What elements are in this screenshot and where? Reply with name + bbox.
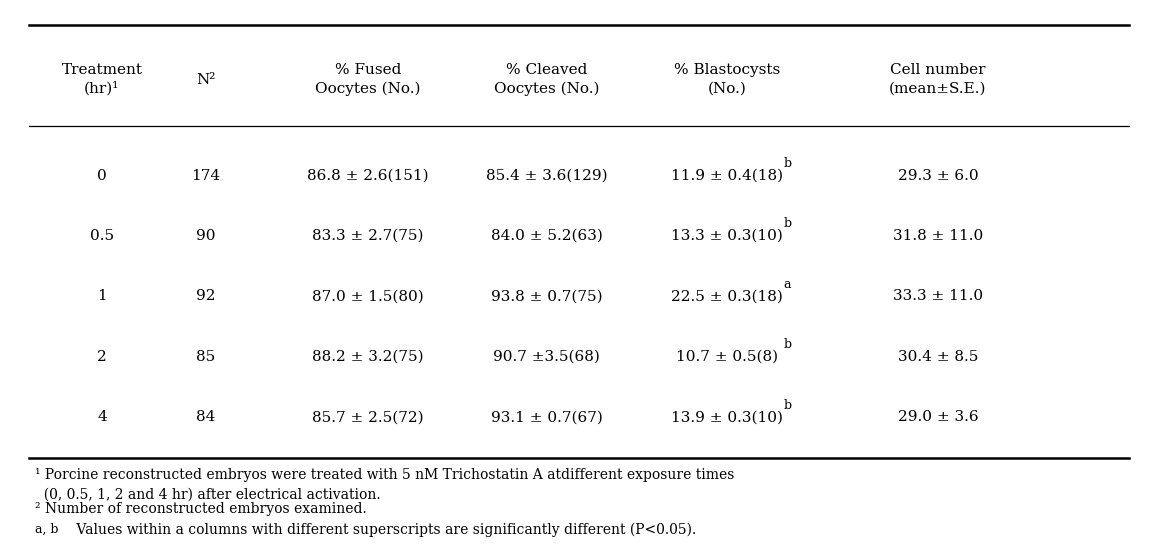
- Text: Cell number
(mean±S.E.): Cell number (mean±S.E.): [889, 63, 987, 96]
- Text: 10.7 ± 0.5(8): 10.7 ± 0.5(8): [676, 350, 778, 364]
- Text: 90: 90: [197, 229, 215, 243]
- Text: 85: 85: [197, 350, 215, 364]
- Text: N²: N²: [197, 72, 215, 87]
- Text: 1: 1: [97, 289, 107, 304]
- Text: b: b: [783, 338, 792, 351]
- Text: 31.8 ± 11.0: 31.8 ± 11.0: [893, 229, 983, 243]
- Text: 11.9 ± 0.4(18): 11.9 ± 0.4(18): [672, 169, 783, 183]
- Text: Values within a columns with different superscripts are significantly different : Values within a columns with different s…: [72, 523, 696, 537]
- Text: 174: 174: [191, 169, 221, 183]
- Text: 13.3 ± 0.3(10): 13.3 ± 0.3(10): [672, 229, 783, 243]
- Text: 85.4 ± 3.6(129): 85.4 ± 3.6(129): [485, 169, 608, 183]
- Text: 85.7 ± 2.5(72): 85.7 ± 2.5(72): [313, 410, 424, 424]
- Text: % Cleaved
Oocytes (No.): % Cleaved Oocytes (No.): [493, 63, 600, 96]
- Text: b: b: [783, 157, 792, 170]
- Text: 93.8 ± 0.7(75): 93.8 ± 0.7(75): [491, 289, 602, 304]
- Text: 83.3 ± 2.7(75): 83.3 ± 2.7(75): [313, 229, 424, 243]
- Text: 33.3 ± 11.0: 33.3 ± 11.0: [893, 289, 983, 304]
- Text: 84: 84: [197, 410, 215, 424]
- Text: % Fused
Oocytes (No.): % Fused Oocytes (No.): [315, 63, 422, 96]
- Text: 92: 92: [197, 289, 215, 304]
- Text: ² Number of reconstructed embryos examined.: ² Number of reconstructed embryos examin…: [35, 502, 366, 517]
- Text: 2: 2: [97, 350, 107, 364]
- Text: 86.8 ± 2.6(151): 86.8 ± 2.6(151): [307, 169, 430, 183]
- Text: 84.0 ± 5.2(63): 84.0 ± 5.2(63): [491, 229, 602, 243]
- Text: b: b: [783, 217, 792, 231]
- Text: 90.7 ±3.5(68): 90.7 ±3.5(68): [493, 350, 600, 364]
- Text: 4: 4: [97, 410, 107, 424]
- Text: 0: 0: [97, 169, 107, 183]
- Text: 22.5 ± 0.3(18): 22.5 ± 0.3(18): [672, 289, 783, 304]
- Text: 29.0 ± 3.6: 29.0 ± 3.6: [897, 410, 979, 424]
- Text: 13.9 ± 0.3(10): 13.9 ± 0.3(10): [672, 410, 783, 424]
- Text: 93.1 ± 0.7(67): 93.1 ± 0.7(67): [491, 410, 602, 424]
- Text: ¹ Porcine reconstructed embryos were treated with 5 nM Trichostatin A atdifferen: ¹ Porcine reconstructed embryos were tre…: [35, 468, 734, 501]
- Text: 30.4 ± 8.5: 30.4 ± 8.5: [897, 350, 979, 364]
- Text: % Blastocysts
(No.): % Blastocysts (No.): [674, 63, 780, 96]
- Text: Treatment
(hr)¹: Treatment (hr)¹: [61, 63, 142, 96]
- Text: 87.0 ± 1.5(80): 87.0 ± 1.5(80): [313, 289, 424, 304]
- Text: b: b: [783, 399, 792, 412]
- Text: 29.3 ± 6.0: 29.3 ± 6.0: [897, 169, 979, 183]
- Text: a, b: a, b: [35, 523, 58, 536]
- Text: 0.5: 0.5: [90, 229, 113, 243]
- Text: a: a: [784, 278, 791, 291]
- Text: 88.2 ± 3.2(75): 88.2 ± 3.2(75): [313, 350, 424, 364]
